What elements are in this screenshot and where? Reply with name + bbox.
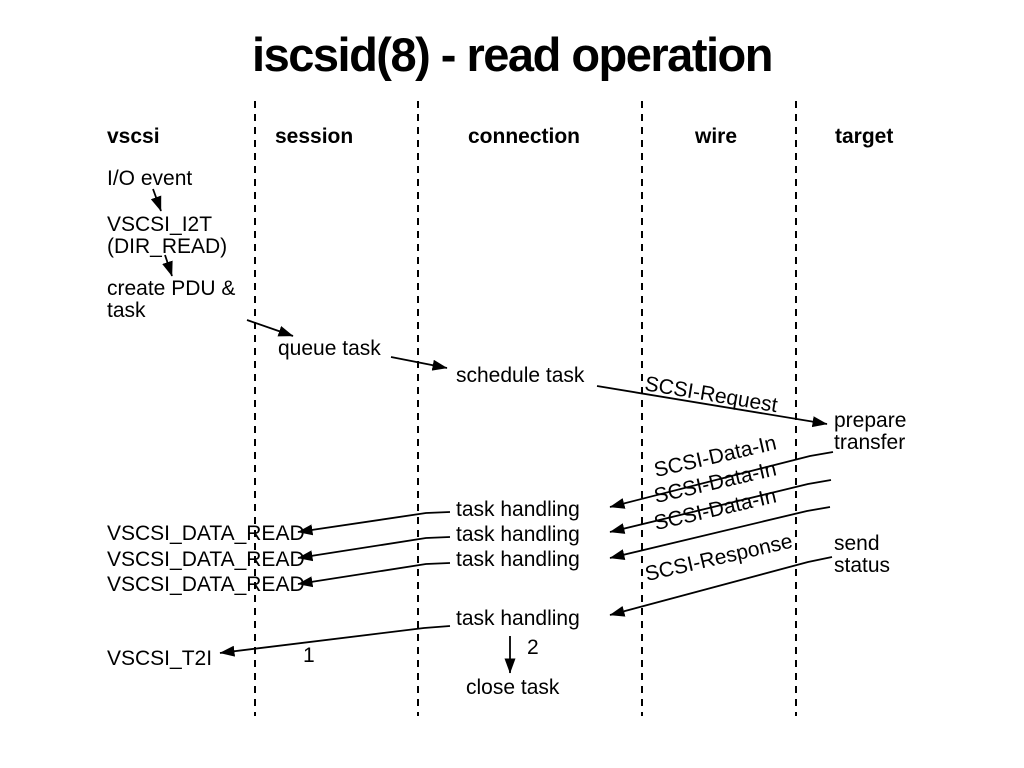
arrow-scsi-request bbox=[596, 385, 828, 428]
label-step-1: 1 bbox=[303, 644, 315, 667]
label-queue-task: queue task bbox=[278, 337, 381, 360]
arrow-io-event-to-i2t bbox=[150, 188, 162, 212]
label-prepare-transfer: prepare transfer bbox=[834, 409, 907, 454]
arrow-task-handling-1 bbox=[297, 511, 451, 536]
column-header-target: target bbox=[835, 125, 894, 148]
label-vscsi-data-read-3: VSCSI_DATA_READ bbox=[107, 573, 305, 596]
column-header-session: session bbox=[275, 125, 354, 148]
arrow-i2t-to-create-pdu bbox=[162, 254, 173, 277]
label-vscsi-i2t: VSCSI_I2T (DIR_READ) bbox=[107, 213, 228, 258]
arrow-schedule-task bbox=[390, 356, 448, 371]
label-close-task: close task bbox=[466, 676, 560, 699]
arrow-t2i bbox=[219, 625, 451, 657]
arrow-scsi-data-in-2 bbox=[609, 479, 832, 534]
column-header-vscsi: vscsi bbox=[107, 125, 160, 148]
arrow-scsi-data-in-1 bbox=[609, 451, 834, 509]
arrow-scsi-data-in-3 bbox=[609, 506, 831, 560]
label-create-pdu-task: create PDU & task bbox=[107, 277, 236, 322]
label-task-handling-1: task handling bbox=[456, 498, 580, 521]
label-task-handling-3: task handling bbox=[456, 548, 580, 571]
label-task-handling-2: task handling bbox=[456, 523, 580, 546]
page-title: iscsid(8) - read operation bbox=[252, 28, 773, 81]
label-task-handling-4: task handling bbox=[456, 607, 580, 630]
label-vscsi-t2i: VSCSI_T2I bbox=[107, 647, 213, 670]
arrow-task-handling-3 bbox=[297, 562, 451, 588]
column-header-connection: connection bbox=[468, 125, 581, 148]
label-step-2: 2 bbox=[527, 636, 539, 659]
label-vscsi-data-read-1: VSCSI_DATA_READ bbox=[107, 522, 305, 545]
arrow-scsi-response bbox=[609, 556, 833, 617]
column-header-wire: wire bbox=[695, 125, 738, 148]
label-schedule-task: schedule task bbox=[456, 364, 585, 387]
arrow-task-handling-2 bbox=[297, 536, 451, 562]
arrow-queue-task bbox=[246, 319, 294, 337]
label-vscsi-data-read-2: VSCSI_DATA_READ bbox=[107, 548, 305, 571]
label-send-status: send status bbox=[834, 532, 891, 577]
label-io-event: I/O event bbox=[107, 167, 193, 190]
